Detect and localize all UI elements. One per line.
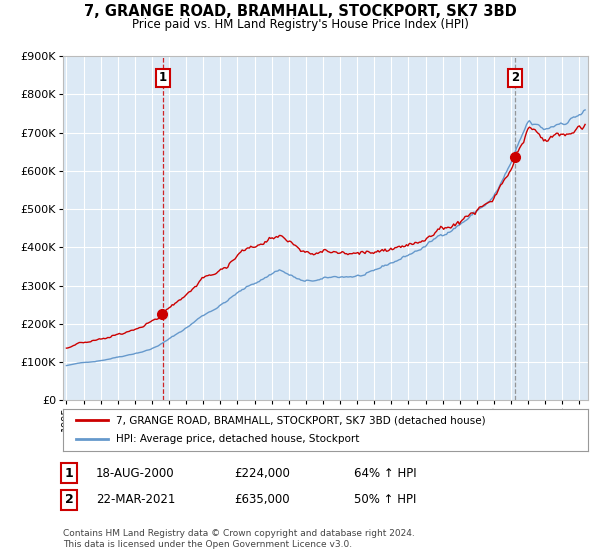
Text: £224,000: £224,000 [234,466,290,480]
Text: 1: 1 [158,72,167,85]
Text: Price paid vs. HM Land Registry's House Price Index (HPI): Price paid vs. HM Land Registry's House … [131,18,469,31]
Text: 2: 2 [65,493,73,506]
Text: HPI: Average price, detached house, Stockport: HPI: Average price, detached house, Stoc… [115,435,359,445]
Text: £635,000: £635,000 [234,493,290,506]
Text: 64% ↑ HPI: 64% ↑ HPI [354,466,416,480]
Text: 7, GRANGE ROAD, BRAMHALL, STOCKPORT, SK7 3BD: 7, GRANGE ROAD, BRAMHALL, STOCKPORT, SK7… [83,4,517,20]
Text: 2: 2 [511,72,519,85]
Text: 22-MAR-2021: 22-MAR-2021 [96,493,175,506]
Text: Contains HM Land Registry data © Crown copyright and database right 2024.
This d: Contains HM Land Registry data © Crown c… [63,529,415,549]
Text: 7, GRANGE ROAD, BRAMHALL, STOCKPORT, SK7 3BD (detached house): 7, GRANGE ROAD, BRAMHALL, STOCKPORT, SK7… [115,415,485,425]
Text: 18-AUG-2000: 18-AUG-2000 [96,466,175,480]
Text: 1: 1 [65,466,73,480]
Text: 50% ↑ HPI: 50% ↑ HPI [354,493,416,506]
